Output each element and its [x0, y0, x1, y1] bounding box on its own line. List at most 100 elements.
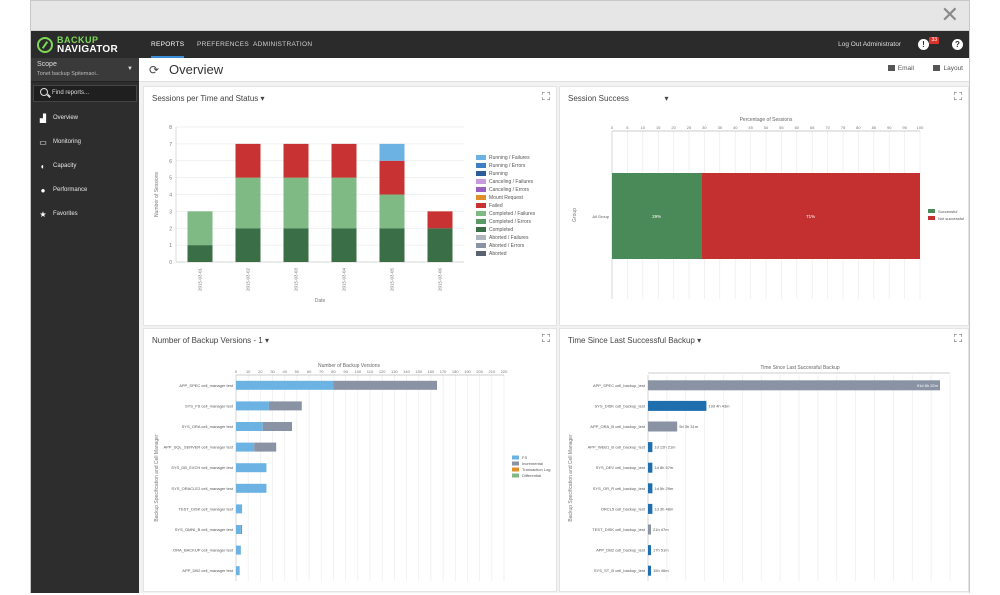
email-button[interactable]: Email [887, 65, 914, 72]
backup-versions-chart: Number of Backup Versions 0 10 20 30 40 50 60 70… [154, 363, 551, 581]
y-tick-label: APP_SPEC cell_manager test [179, 383, 234, 388]
x-tick-label: 60 [795, 125, 800, 130]
refresh-icon[interactable]: ⟳ [149, 63, 160, 77]
panel-title[interactable]: Sessions per Time and Status ▾ [152, 94, 265, 103]
expand-icon[interactable] [954, 92, 962, 100]
email-label: Email [897, 65, 914, 72]
x-tick-label: 170 [440, 369, 447, 374]
chevron-down-icon: ▼ [127, 66, 133, 72]
x-tick-label: 85 [872, 125, 877, 130]
x-tick-label: 220 [501, 369, 508, 374]
x-tick-label: 130 [391, 369, 398, 374]
bar-segment [236, 422, 263, 431]
bar-segment [236, 442, 255, 452]
scope-value: Tonet backup Spitemaoi.. [37, 71, 99, 77]
logout-link[interactable]: Log Out Administrator [838, 41, 901, 48]
legend-entry: Transaction Log [522, 467, 551, 472]
x-tick-label: 140 [403, 369, 410, 374]
legend-swatch [476, 211, 486, 216]
y-tick-label: SYS_ORA cell_manager test [182, 424, 234, 429]
y-tick-label: 6 [169, 159, 172, 165]
tab-preferences[interactable]: PREFERENCES [197, 41, 250, 48]
y-tick-label: SYS_DISK cell_backup_test [595, 403, 646, 408]
data-label: 15h 46m [653, 568, 669, 573]
y-tick-label: TEST_DISK cell_manager test [179, 506, 234, 511]
logo-icon [37, 37, 53, 53]
bar-segment [187, 245, 213, 262]
data-label: 17h 51m [653, 548, 669, 553]
y-tick-label: SYS_OMNI_B cell_manager test [175, 527, 234, 532]
bar-segment [236, 566, 240, 576]
legend-swatch [928, 209, 935, 213]
legend-swatch [476, 179, 486, 184]
bar [648, 565, 651, 576]
legend-entry: Completed / Errors [489, 219, 531, 225]
close-icon[interactable]: ✕ [940, 2, 959, 27]
bar-segment [427, 228, 453, 262]
tab-reports[interactable]: REPORTS [151, 31, 185, 58]
y-axis-label: Group [572, 208, 578, 222]
bar [648, 483, 653, 494]
brand-line2: NAVIGATOR [57, 44, 119, 55]
bar-segment [331, 143, 357, 178]
legend-entry: Running / Failures [489, 155, 530, 161]
bar-segment [427, 211, 453, 229]
layout-button[interactable]: Layout [933, 65, 963, 72]
bar-segment [235, 228, 261, 262]
bar-segment [235, 177, 261, 229]
legend-swatch [512, 473, 519, 478]
y-tick-label: SYS_ORACLE2 cell_manager test [171, 486, 233, 491]
legend-swatch [476, 171, 486, 176]
sidebar-item-favorites[interactable]: ★ Favorites [31, 207, 139, 223]
x-tick-label: 70 [825, 125, 830, 130]
main-content: ⟳ Overview Email Layout 0 1 2 3 4 5 6 7 8 2015-03… [139, 58, 969, 593]
overview-header: ⟳ Overview Email Layout [139, 58, 969, 82]
data-label: 29% [652, 214, 661, 219]
sidebar-item-monitoring[interactable]: ▭ Monitoring [31, 135, 139, 151]
bar-segment [268, 401, 302, 411]
help-icon[interactable]: ? [952, 39, 963, 50]
scope-selector[interactable]: Scope Tonet backup Spitemaoi.. ▼ [31, 58, 139, 82]
legend-entry: Aborted / Errors [489, 243, 525, 249]
legend-swatch [476, 195, 486, 200]
alert-icon[interactable]: ! [918, 39, 929, 50]
sidebar-item-performance[interactable]: ● Performance [31, 183, 139, 199]
x-tick-label: 40 [283, 369, 288, 374]
sidebar-item-overview[interactable]: ▟ Overview [31, 111, 139, 127]
legend-swatch [512, 461, 519, 466]
bar-segment [379, 143, 405, 161]
envelope-icon [887, 65, 895, 71]
y-tick-label: APP_DB2 cell_manager test [182, 568, 234, 573]
bar-segment [701, 173, 920, 259]
legend-entry: Completed [489, 227, 513, 233]
y-tick-label: SYS_DB_EXCH cell_manager test [171, 465, 234, 470]
x-tick-label: 50 [764, 125, 769, 130]
panel-title[interactable]: Time Since Last Successful Backup ▾ [568, 336, 702, 345]
x-tick-label: 50 [295, 369, 300, 374]
y-tick-label: SYS_OR_R cell_backup_test [593, 486, 646, 491]
tab-administration[interactable]: ADMINISTRATION [253, 41, 313, 48]
legend-swatch [476, 163, 486, 168]
sidebar: Scope Tonet backup Spitemaoi.. ▼ Find re… [31, 58, 139, 593]
bar-segment [333, 380, 437, 390]
sidebar-item-capacity[interactable]: ◐ Capacity [31, 159, 139, 175]
y-tick-label: APP_WEB1_B cell_backup_test [588, 445, 646, 450]
x-tick-label: 5 [626, 125, 629, 130]
y-axis-label: Backup Specification and Cell Manager [154, 434, 160, 522]
brand-line1: BACKUP [57, 35, 99, 45]
x-tick-label: 40 [733, 125, 738, 130]
x-tick-label: 190 [464, 369, 471, 374]
expand-icon[interactable] [954, 334, 962, 342]
expand-icon[interactable] [542, 92, 550, 100]
legend-entry: Aborted / Failures [489, 235, 529, 241]
legend-swatch [476, 203, 486, 208]
panel-title[interactable]: Number of Backup Versions - 1 ▾ [152, 336, 269, 345]
x-tick-label: 70 [319, 369, 324, 374]
data-label: 9d 3h 31m [679, 424, 699, 429]
find-reports-input[interactable]: Find reports... [33, 85, 137, 102]
expand-icon[interactable] [542, 334, 550, 342]
panel-title[interactable]: Session Success ▾ [568, 94, 669, 103]
x-tick-label: 20 [258, 369, 263, 374]
bar-segment [187, 211, 213, 246]
bar-segment [283, 228, 309, 262]
